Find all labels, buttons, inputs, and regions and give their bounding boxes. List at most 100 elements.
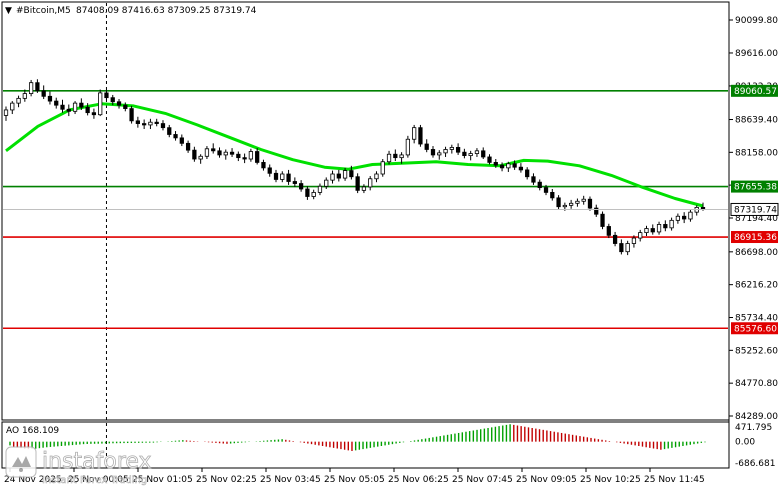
candle bbox=[612, 231, 618, 247]
candle bbox=[305, 186, 310, 200]
candle bbox=[499, 162, 505, 172]
levels-layer bbox=[3, 3, 728, 468]
candle bbox=[123, 102, 128, 112]
candle bbox=[104, 90, 109, 101]
candle bbox=[16, 95, 21, 108]
candle bbox=[380, 159, 385, 177]
candle bbox=[455, 143, 461, 155]
price-tick-label: 87194.40 bbox=[735, 214, 778, 224]
candle bbox=[355, 173, 360, 194]
candle bbox=[261, 159, 266, 171]
candle bbox=[10, 101, 15, 115]
candle bbox=[160, 120, 166, 131]
candle bbox=[487, 154, 492, 165]
candle bbox=[185, 140, 191, 153]
candle bbox=[663, 220, 668, 232]
price-tick-label: 88639.40 bbox=[735, 116, 778, 126]
level-badge-3 bbox=[731, 322, 778, 335]
level-badge-label: 89060.57 bbox=[734, 87, 777, 97]
candle bbox=[242, 153, 247, 164]
candle bbox=[3, 106, 9, 121]
candle bbox=[619, 239, 624, 255]
candle bbox=[35, 79, 40, 93]
candle bbox=[142, 119, 147, 130]
ao-label: AO 168.109 bbox=[6, 426, 59, 436]
candle bbox=[236, 151, 241, 162]
candle bbox=[493, 159, 498, 168]
price-tick-label: 86698.00 bbox=[735, 248, 778, 258]
candle bbox=[286, 169, 291, 185]
price-tick-label: 88158.00 bbox=[735, 148, 778, 158]
candle bbox=[280, 171, 285, 183]
candle bbox=[66, 104, 71, 117]
candle bbox=[317, 183, 323, 196]
candle bbox=[116, 99, 122, 109]
candle bbox=[594, 204, 599, 217]
ao-tick-label: 471.795 bbox=[735, 423, 772, 433]
candle bbox=[248, 148, 254, 162]
main-plot-frame bbox=[1, 1, 730, 421]
time-tick-label: 25 Nov 03:45 bbox=[260, 475, 321, 485]
time-tick-label: 25 Nov 09:05 bbox=[516, 475, 577, 485]
symbol-label: #Bitcoin,M5 bbox=[16, 6, 71, 16]
candle bbox=[386, 150, 392, 165]
candle bbox=[675, 213, 681, 224]
candle bbox=[682, 212, 687, 224]
candle bbox=[28, 79, 34, 97]
time-axis: 24 Nov 2025 25 Nov 00:05 25 Nov 01:05 25 No… bbox=[4, 468, 705, 485]
candle bbox=[91, 108, 97, 119]
candle bbox=[192, 146, 197, 162]
current-price-badge bbox=[730, 202, 779, 216]
candle bbox=[606, 223, 611, 239]
candle bbox=[154, 118, 159, 127]
price-tick-label: 89616.00 bbox=[735, 49, 778, 59]
price-tick-label: 86216.20 bbox=[735, 281, 778, 291]
logo-tagline-text: Instant Forex Trading bbox=[42, 475, 147, 486]
logo-mark-icon bbox=[5, 446, 37, 478]
price-tick-label: 84770.80 bbox=[735, 379, 778, 389]
level-badge-1 bbox=[731, 180, 778, 193]
candle bbox=[324, 177, 329, 189]
candle bbox=[399, 152, 404, 164]
time-tick-label: 25 Nov 05:05 bbox=[324, 475, 385, 485]
candle bbox=[518, 163, 524, 173]
ao-tick-label: -686.681 bbox=[735, 459, 775, 469]
candle bbox=[298, 180, 304, 192]
candle bbox=[361, 184, 367, 194]
candle bbox=[575, 198, 580, 207]
level-badge-label: 87655.38 bbox=[734, 183, 777, 193]
candle bbox=[506, 161, 511, 172]
candle bbox=[110, 94, 115, 106]
candle bbox=[72, 101, 78, 115]
logo-brand-text: instaforex bbox=[42, 449, 152, 474]
candle bbox=[217, 147, 222, 158]
dropdown-arrow-icon[interactable]: ▼ bbox=[5, 6, 12, 16]
candle bbox=[330, 170, 335, 184]
candle bbox=[374, 171, 379, 183]
candle bbox=[556, 195, 561, 210]
candle bbox=[631, 235, 637, 248]
candle bbox=[550, 188, 555, 201]
candle bbox=[98, 89, 103, 117]
instaforex-logo: instaforex Instant Forex Trading bbox=[5, 446, 152, 486]
level-badge-2 bbox=[731, 231, 778, 244]
candle bbox=[468, 150, 473, 161]
candle bbox=[54, 97, 59, 109]
current-price-label: 87319.74 bbox=[734, 205, 777, 215]
candle bbox=[129, 105, 134, 124]
candle bbox=[418, 124, 423, 147]
time-tick-label: 25 Nov 10:25 bbox=[580, 475, 641, 485]
candle bbox=[292, 177, 297, 187]
candle bbox=[625, 240, 630, 256]
level-badge-label: 85576.60 bbox=[734, 324, 777, 334]
candle bbox=[179, 134, 184, 147]
candle bbox=[47, 91, 53, 105]
time-tick-label: 25 Nov 01:05 bbox=[132, 475, 193, 485]
candle bbox=[587, 196, 593, 211]
candle bbox=[531, 173, 536, 185]
candle bbox=[474, 148, 480, 157]
candle bbox=[462, 148, 467, 159]
price-badges-layer: 89060.57 87655.38 86915.36 85576.60 87319.74 bbox=[3, 84, 779, 335]
